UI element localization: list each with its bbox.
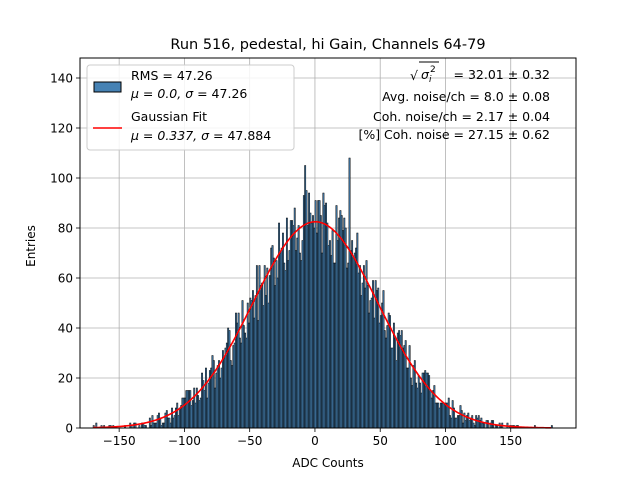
x-axis-label: ADC Counts — [292, 456, 364, 470]
histogram-bar — [483, 422, 485, 429]
legend-hist-stats: μ = 0.0, σ = 47.26 — [130, 86, 247, 101]
annotations: √ σ i 2 = 32.01 ± 0.32 Avg. noise/ch = 8… — [358, 61, 550, 142]
legend-patch-histogram — [93, 81, 122, 93]
legend-fit-label: Gaussian Fit — [131, 109, 207, 124]
y-tick-label: 0 — [65, 422, 73, 436]
annotation-avg-noise: Avg. noise/ch = 8.0 ± 0.08 — [382, 89, 550, 104]
chart-title: Run 516, pedestal, hi Gain, Channels 64-… — [170, 37, 485, 53]
legend-fit-stats: μ = 0.337, σ = 47.884 — [130, 128, 271, 143]
annotation-sigma-sup: 2 — [430, 65, 436, 75]
y-tick-label: 20 — [58, 372, 73, 386]
legend: RMS = 47.26 μ = 0.0, σ = 47.26 Gaussian … — [86, 64, 295, 151]
x-tick-label: −150 — [103, 434, 136, 448]
legend-rms-label: RMS = 47.26 — [131, 68, 213, 83]
y-tick-label: 100 — [50, 172, 73, 186]
annotation-total-noise: = 32.01 ± 0.32 — [454, 67, 550, 82]
legend-box — [86, 64, 295, 151]
x-tick-label: 50 — [373, 434, 388, 448]
y-tick-label: 60 — [58, 272, 73, 286]
x-tick-label: −100 — [168, 434, 201, 448]
x-tick-label: 150 — [499, 434, 522, 448]
axis-ticks: −150 −100 −50 0 50 100 150 0 20 40 60 80 100 120 140 — [50, 72, 522, 449]
annotation-sqrt-sigma: √ σ i 2 = 32.01 ± 0.32 — [410, 61, 550, 85]
gaussian-fit-curve — [93, 220, 552, 429]
y-tick-label: 80 — [58, 222, 73, 236]
y-tick-label: 40 — [58, 322, 73, 336]
y-axis-label: Entries — [24, 225, 38, 267]
y-tick-label: 140 — [50, 72, 73, 86]
annotation-coh-noise: Coh. noise/ch = 2.17 ± 0.04 — [373, 109, 550, 124]
y-tick-label: 120 — [50, 122, 73, 136]
annotation-sigma-symbol: σ — [421, 67, 430, 82]
gaussian-fit-layer — [93, 220, 552, 429]
x-tick-label: 0 — [311, 434, 319, 448]
x-tick-label: 100 — [434, 434, 457, 448]
x-tick-label: −50 — [237, 434, 262, 448]
annotation-coh-noise-percent: [%] Coh. noise = 27.15 ± 0.62 — [358, 127, 550, 142]
sqrt-sign: √ — [410, 68, 418, 83]
annotation-sigma-sub: i — [429, 75, 432, 85]
plot-frame — [79, 57, 577, 429]
